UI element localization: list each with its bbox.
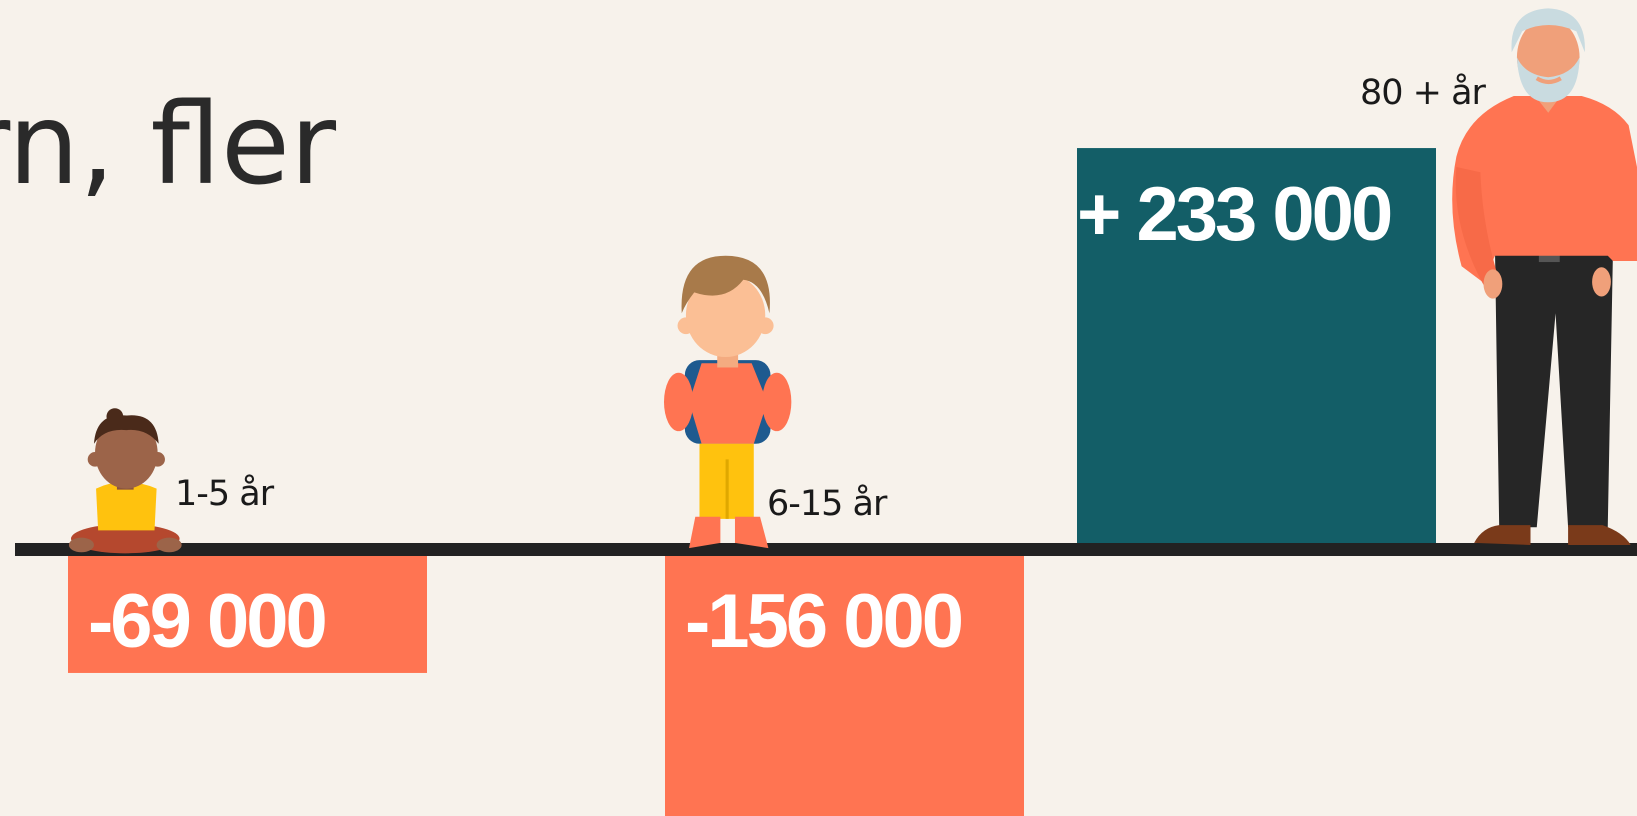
value-label: + 233 000 [1077, 172, 1391, 257]
value-label: -69 000 [88, 579, 325, 664]
baseline [15, 543, 1637, 556]
category-label: 80 + år [1360, 72, 1487, 113]
chart: arn, fler [0, 0, 1637, 816]
value-label: -156 000 [685, 579, 962, 664]
category-label: 1-5 år [175, 473, 275, 514]
category-label: 6-15 år [767, 483, 888, 524]
title: arn, fler [0, 80, 337, 210]
page: {"chart_data": {"type": "bar", "title": … [0, 0, 1637, 816]
